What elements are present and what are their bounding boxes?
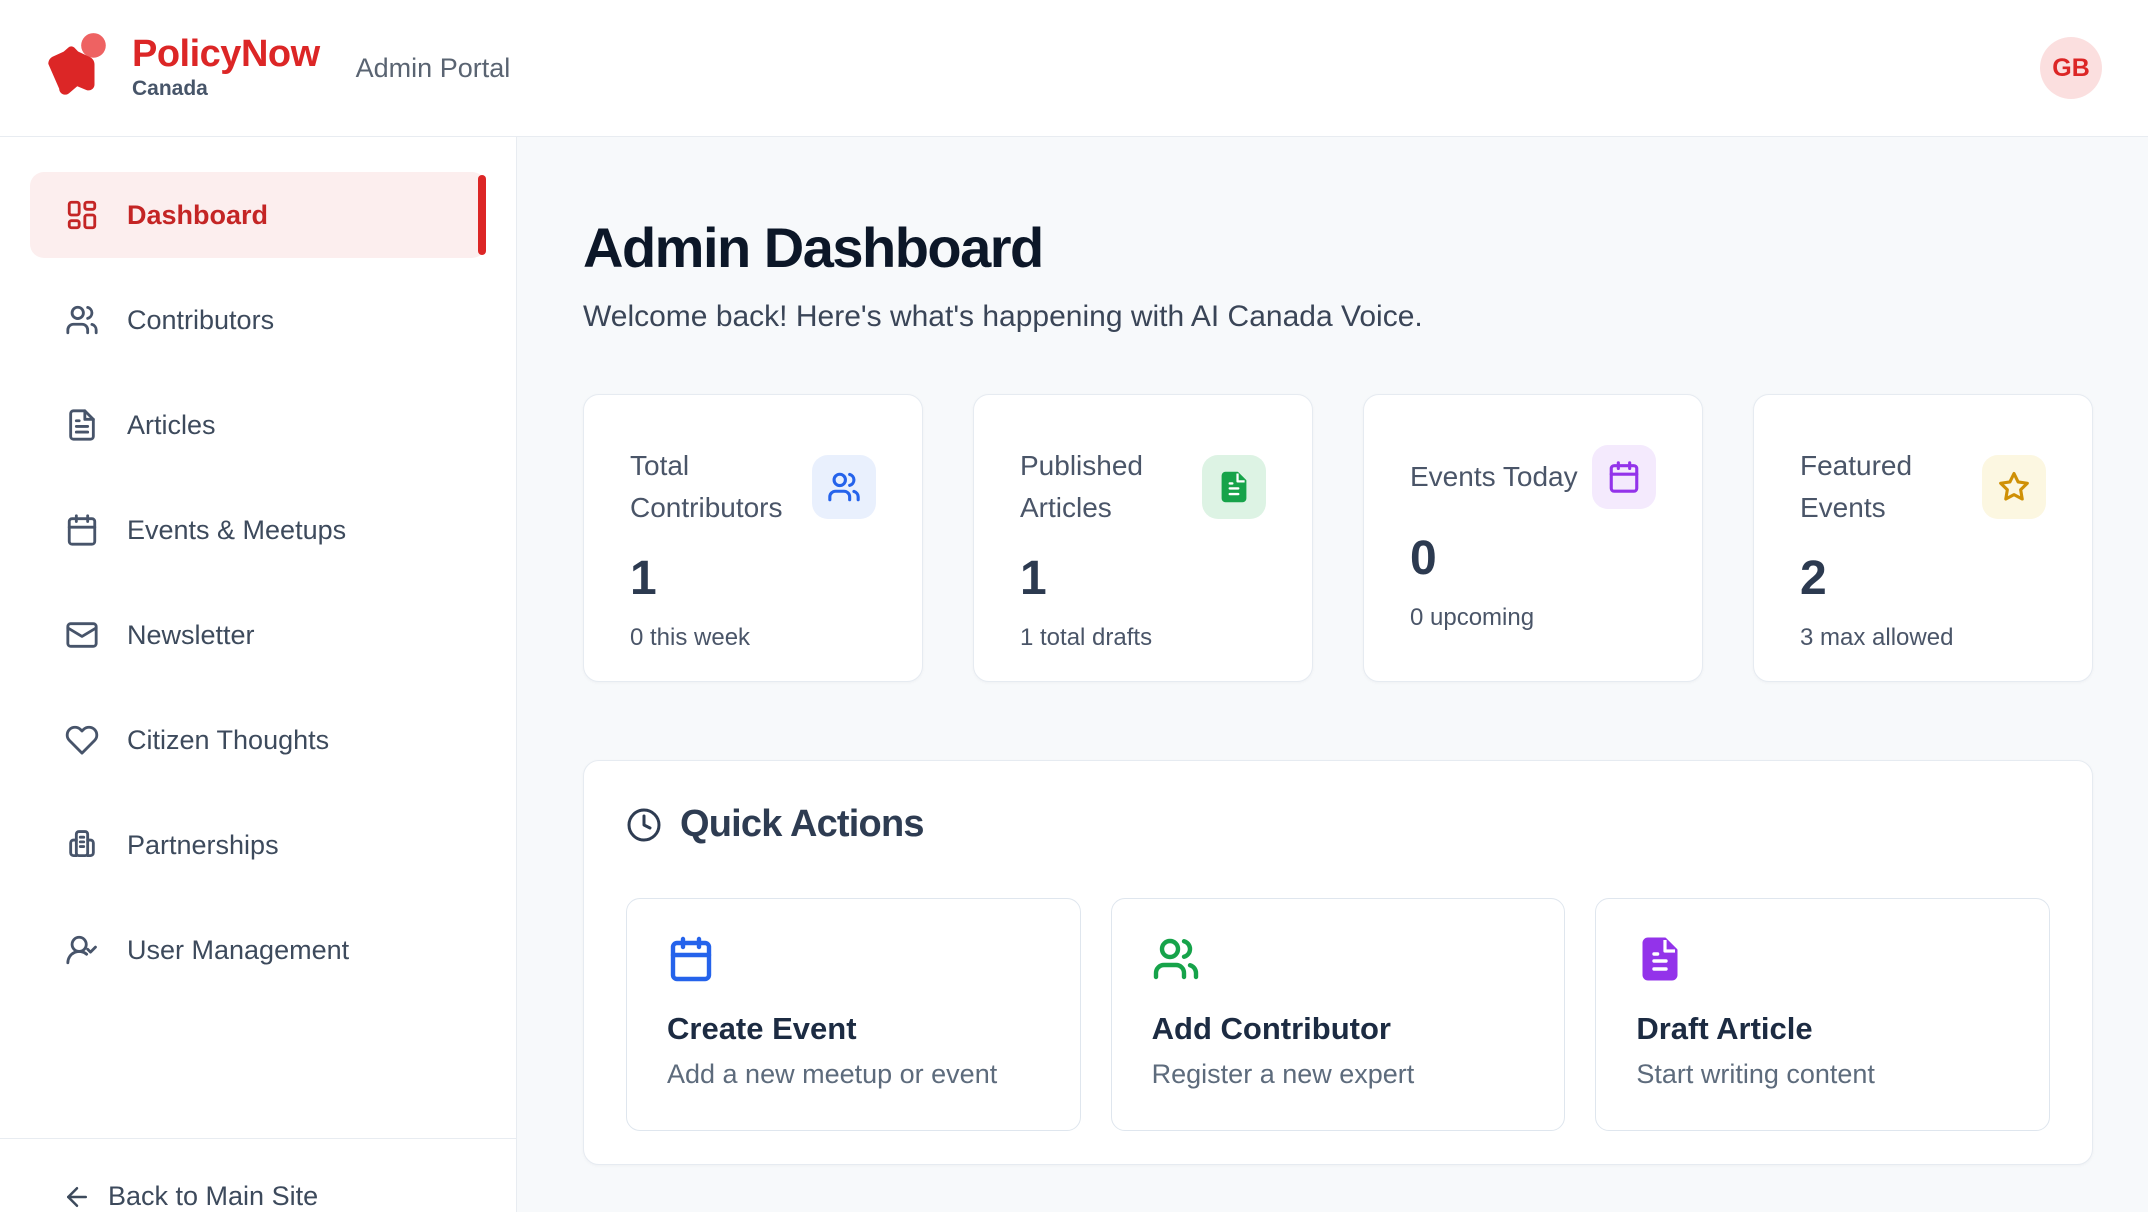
back-to-main-site-link[interactable]: Back to Main Site (62, 1181, 486, 1212)
stat-sub: 0 upcoming (1410, 603, 1535, 631)
stat-sub: 3 max allowed (1800, 623, 1954, 651)
sidebar: Dashboard Contributors (0, 137, 517, 1212)
quick-actions-grid: Create Event Add a new meetup or event A… (626, 898, 2050, 1131)
back-link-label: Back to Main Site (108, 1181, 319, 1211)
sidebar-item-label: User Management (127, 934, 350, 965)
sidebar-item-citizen-thoughts[interactable]: Citizen Thoughts (30, 697, 486, 783)
stat-sub: 0 this week (630, 623, 751, 651)
stat-card-events-today: Events Today 0 0 upcoming (1363, 394, 1703, 682)
stat-label: Total Contributors (630, 450, 783, 523)
stats-row: Total Contributors 1 0 this week Publish… (583, 394, 2093, 682)
sidebar-footer: Back to Main Site (0, 1138, 516, 1212)
user-check-icon (65, 933, 99, 967)
action-title: Draft Article (1636, 1011, 1813, 1046)
sidebar-item-partnerships[interactable]: Partnerships (30, 802, 486, 888)
draft-article-card[interactable]: Draft Article Start writing content (1595, 898, 2050, 1131)
stat-label: Featured Events (1800, 450, 1913, 523)
calendar-icon-badge (1592, 445, 1656, 509)
sidebar-item-label: Events & Meetups (127, 514, 347, 545)
file-text-icon (1636, 935, 2009, 983)
users-icon-badge (812, 455, 876, 519)
clock-icon (626, 807, 662, 843)
sidebar-item-label: Contributors (127, 304, 275, 335)
stat-value: 1 (1020, 552, 1047, 605)
add-contributor-card[interactable]: Add Contributor Register a new expert (1110, 898, 1566, 1131)
sidebar-nav: Dashboard Contributors (0, 137, 516, 1012)
stat-label: Published Articles (1020, 450, 1143, 523)
stat-card-total-contributors: Total Contributors 1 0 this week (583, 394, 923, 682)
quick-actions-panel: Quick Actions Create Event Add a new mee… (583, 760, 2093, 1165)
stat-value: 0 (1410, 532, 1437, 585)
sidebar-item-newsletter[interactable]: Newsletter (30, 592, 486, 678)
calendar-icon (667, 935, 1040, 983)
action-title: Add Contributor (1151, 1011, 1391, 1046)
sidebar-item-dashboard[interactable]: Dashboard (30, 172, 486, 258)
printing-press-icon (65, 828, 99, 862)
layout-dashboard-icon (65, 198, 99, 232)
user-avatar[interactable]: GB (2040, 37, 2102, 99)
stat-label: Events Today (1410, 461, 1578, 492)
sidebar-item-articles[interactable]: Articles (30, 382, 486, 468)
app-header: PolicyNow Canada Admin Portal GB (0, 0, 2148, 137)
calendar-icon (65, 513, 99, 547)
action-desc: Add a new meetup or event (667, 1059, 998, 1089)
stat-card-featured-events: Featured Events 2 3 max allowed (1753, 394, 2093, 682)
file-text-icon (65, 408, 99, 442)
action-desc: Register a new expert (1151, 1059, 1415, 1089)
stat-card-published-articles: Published Articles 1 1 total drafts (973, 394, 1313, 682)
create-event-card[interactable]: Create Event Add a new meetup or event (626, 898, 1081, 1131)
stat-value: 2 (1800, 552, 1827, 605)
sidebar-item-contributors[interactable]: Contributors (30, 277, 486, 363)
sidebar-item-label: Citizen Thoughts (127, 724, 330, 755)
mail-icon (65, 618, 99, 652)
arrow-left-icon (62, 1182, 92, 1212)
sidebar-item-user-management[interactable]: User Management (30, 907, 486, 993)
action-title: Create Event (667, 1011, 857, 1046)
action-desc: Start writing content (1636, 1059, 1875, 1089)
policynow-logo-icon (36, 29, 114, 107)
sidebar-item-label: Partnerships (127, 829, 279, 860)
star-icon-badge (1982, 455, 2046, 519)
sidebar-item-label: Dashboard (127, 199, 269, 230)
users-icon (1152, 935, 1525, 983)
heart-icon (65, 723, 99, 757)
stat-value: 1 (630, 552, 657, 605)
portal-label: Admin Portal (355, 52, 511, 83)
quick-actions-title: Quick Actions (680, 803, 925, 845)
stat-sub: 1 total drafts (1020, 623, 1153, 651)
file-text-icon-badge (1202, 455, 1266, 519)
page-title: Admin Dashboard (583, 216, 1044, 279)
sidebar-item-events[interactable]: Events & Meetups (30, 487, 486, 573)
brand-logo[interactable]: PolicyNow Canada (36, 29, 320, 107)
brand-region: Canada (132, 76, 208, 100)
brand-name: PolicyNow (132, 33, 320, 76)
sidebar-item-label: Newsletter (127, 619, 255, 650)
main-content: Admin Dashboard Welcome back! Here's wha… (517, 137, 2148, 1212)
users-icon (65, 303, 99, 337)
sidebar-item-label: Articles (127, 409, 216, 440)
page-subtitle: Welcome back! Here's what's happening wi… (583, 300, 1423, 333)
